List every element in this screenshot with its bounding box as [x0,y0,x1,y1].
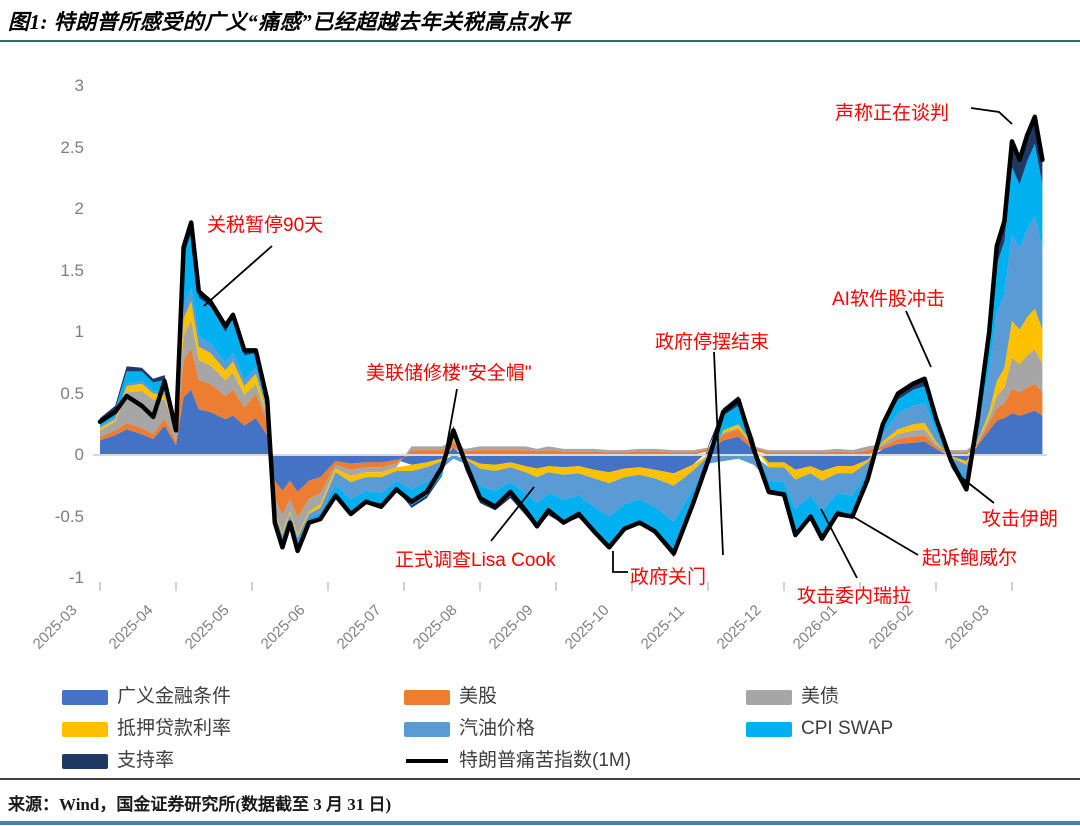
annotation-shutdown-end: 政府停摆结束 [655,332,770,353]
annotation-connector-venezuela [820,508,858,579]
annotation-negotiation: 声称正在谈判 [835,103,950,124]
annotation-gov-shutdown: 政府关门 [630,567,707,588]
annotation-powell: 起诉鲍威尔 [922,548,1018,569]
y-tick-label: 2.5 [60,137,84,157]
source-note: 来源：Wind，国金证券研究所(数据截至 3 月 31 日) [8,795,392,814]
legend-item-汽油价格: 汽油价格 [404,718,535,740]
y-tick-label: 0.5 [60,383,84,403]
y-tick-label: 2 [74,199,84,218]
legend-label: 支持率 [117,750,175,771]
legend-label: 广义金融条件 [117,686,232,707]
annotation-connector-shutdown-end [713,351,724,556]
legend-swatch [62,721,108,737]
legend-item-抵押贷款利率: 抵押贷款利率 [62,718,231,740]
annotation-lisa-cook: 正式调查Lisa Cook [395,550,556,571]
annotation-connector-gov-shutdown [612,551,628,573]
annotation-connector-iran [961,477,995,504]
y-tick-label: 1 [74,322,84,341]
legend-label: 特朗普痛苦指数(1M) [459,750,632,771]
annotation-venezuela: 攻击委内瑞拉 [797,586,912,607]
legend-label: 美股 [459,686,498,707]
legend-item-支持率: 支持率 [62,750,174,772]
annotation-tariff-pause: 关税暂停90天 [207,215,324,236]
annotation-ai-shock: AI软件股冲击 [832,289,945,310]
figure-title: 图1: 特朗普所感受的广义“痛感”已经超越去年关税高点水平 [8,10,571,34]
annotation-fed-hardhat: 美联储修楼"安全帽" [366,363,532,384]
legend-label: 汽油价格 [459,718,536,739]
legend-item-美债: 美债 [746,686,839,708]
y-tick-label: -1 [68,568,84,587]
legend-swatch [406,759,448,763]
legend-label: 抵押贷款利率 [117,718,232,739]
source-divider-bottom [0,821,1080,825]
legend-swatch [62,753,108,769]
legend-item-美股: 美股 [404,686,497,708]
annotation-connector-powell [851,515,919,556]
area-美债 [100,319,1043,535]
annotation-connector-lisa-cook [490,486,535,542]
y-tick-label: 3 [74,76,84,95]
annotation-iran: 攻击伊朗 [982,509,1059,530]
y-tick-label: 1.5 [60,260,84,280]
y-tick-label: -0.5 [54,506,84,526]
area-美股 [100,348,1043,518]
legend-swatch [62,689,108,705]
legend-swatch [404,721,450,737]
area-抵押贷款利率 [100,301,1043,538]
annotation-connector-fed-hardhat [443,388,458,462]
legend-item-特朗普痛苦指数(1M): 特朗普痛苦指数(1M) [404,750,631,772]
source-divider-top [0,778,1080,780]
area-汽油价格 [100,216,1043,544]
legend-item-广义金融条件: 广义金融条件 [62,686,231,708]
legend-swatch [404,689,450,705]
title-divider [0,40,1080,42]
y-tick-label: 0 [74,445,84,464]
legend-label: CPI SWAP [801,718,894,739]
annotation-connector-negotiation [970,107,1013,125]
legend-label: 美债 [801,686,840,707]
legend-swatch [746,721,792,737]
legend-swatch [746,689,792,705]
pain-index-line [97,114,1045,556]
legend-item-CPI SWAP: CPI SWAP [746,718,893,740]
annotation-connector-tariff-pause [203,245,273,307]
annotation-connector-ai-shock [905,310,932,368]
area-广义金融条件 [100,389,1043,492]
